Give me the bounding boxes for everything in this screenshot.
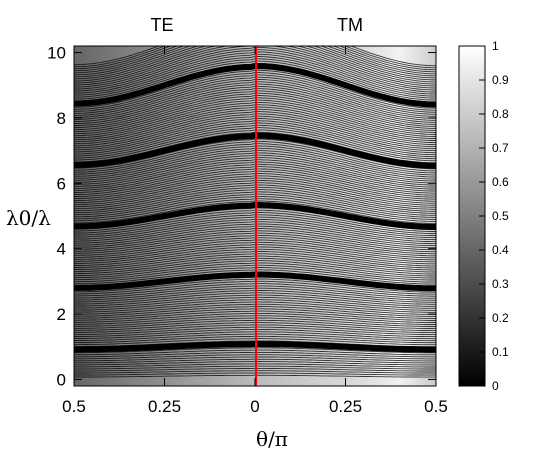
x-tick-label: 0.5 [62,397,86,416]
colorbar-tick-label: 0.6 [492,175,509,189]
fringe-line [74,46,436,69]
tm-label: TM [337,15,363,35]
colorbar-tick-label: 0.3 [492,277,509,291]
colorbar-tick-label: 0.4 [492,243,509,257]
colorbar-tick-label: 1 [492,39,499,53]
x-ticks: 0.5 0.25 0 0.25 0.5 [62,46,448,416]
colorbar-tick-label: 0 [492,379,499,393]
fringe-line [74,46,436,83]
colorbar-tick-label: 0.7 [492,141,509,155]
colorbar: 0 0.1 0.2 0.3 0.4 0.5 0.6 0.7 0.8 0.9 1 [458,39,509,393]
y-tick-label: 4 [57,240,66,259]
plot-area: 0.5 0.25 0 0.25 0.5 0 2 4 6 8 10 [47,44,448,416]
fringe-line [74,46,436,75]
fringe-line [74,46,436,79]
fringe-line [74,46,436,81]
colorbar-tick-label: 0.9 [492,73,509,87]
fringe-line [74,46,436,77]
y-tick-label: 6 [57,174,66,193]
colorbar-tick-label: 0.2 [492,311,509,325]
colorbar-tick-label: 0.1 [492,345,509,359]
te-label: TE [150,15,173,35]
y-tick-label: 2 [57,305,66,324]
fringe-line [74,46,436,71]
x-tick-label: 0.5 [424,397,448,416]
fringe-line [74,46,436,87]
x-axis-title: θ/π [256,427,288,451]
x-tick-label: 0 [250,397,259,416]
x-tick-label: 0.25 [329,397,362,416]
y-tick-label: 8 [57,109,66,128]
colorbar-tick-label: 0.8 [492,107,509,121]
fringe-line [74,46,436,67]
colorbar-tick-label: 0.5 [492,209,509,223]
y-tick-label: 10 [47,44,66,63]
y-ticks: 0 2 4 6 8 10 [47,44,436,389]
y-axis-title: λ0/λ [6,206,51,230]
fringe-line [74,46,436,73]
fringe-line [74,46,436,85]
x-tick-label: 0.25 [148,397,181,416]
y-tick-label: 0 [57,370,66,389]
